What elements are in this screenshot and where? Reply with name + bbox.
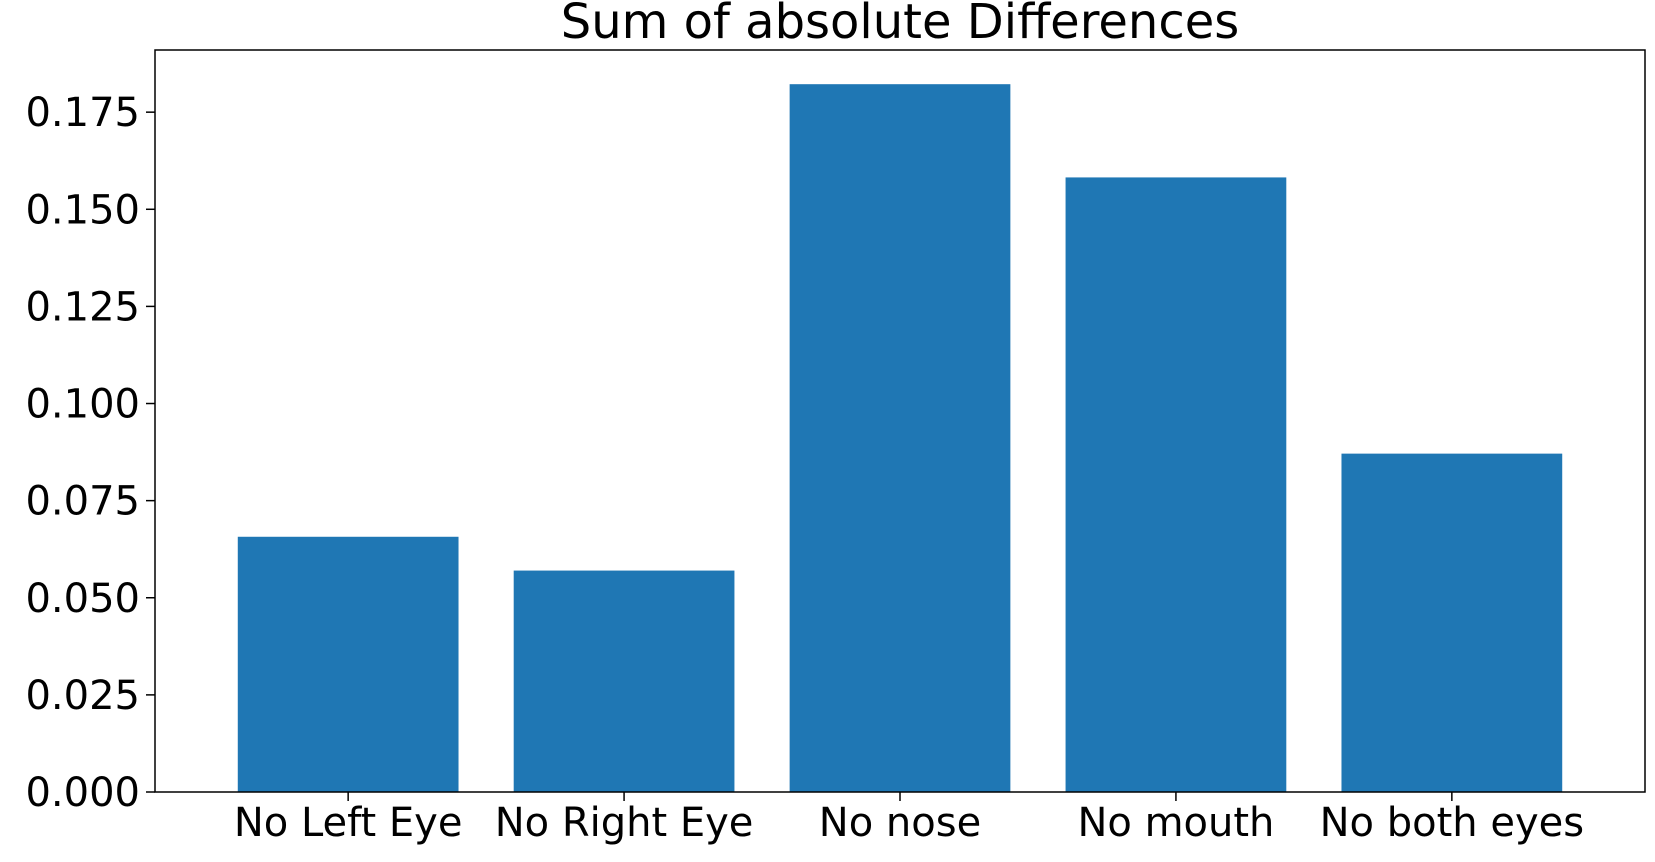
bar [789, 84, 1011, 792]
chart-title: Sum of absolute Differences [561, 0, 1240, 50]
x-tick-label: No both eyes [1320, 800, 1584, 846]
bar [237, 536, 459, 792]
bars-layer [237, 84, 1563, 793]
y-tick-label: 0.050 [25, 576, 140, 622]
y-tick-label: 0.150 [25, 187, 140, 233]
axes-layer: No Left Eye No Right Eye No nose No mouth No… [25, 90, 1584, 846]
x-tick-label: No nose [819, 800, 981, 846]
x-tick-label: No mouth [1077, 800, 1274, 846]
x-tick-label: No Right Eye [495, 800, 754, 846]
x-tick-label: No Left Eye [234, 800, 463, 846]
y-tick-label: 0.100 [25, 382, 140, 428]
y-tick-label: 0.175 [25, 90, 140, 136]
plot-frame [154, 49, 1646, 793]
y-tick-label: 0.000 [25, 770, 140, 816]
bar [513, 570, 735, 792]
y-tick-label: 0.075 [25, 479, 140, 525]
y-tick-label: 0.125 [25, 284, 140, 330]
bar [1065, 177, 1287, 793]
y-tick-label: 0.025 [25, 673, 140, 719]
bar [1341, 453, 1563, 792]
